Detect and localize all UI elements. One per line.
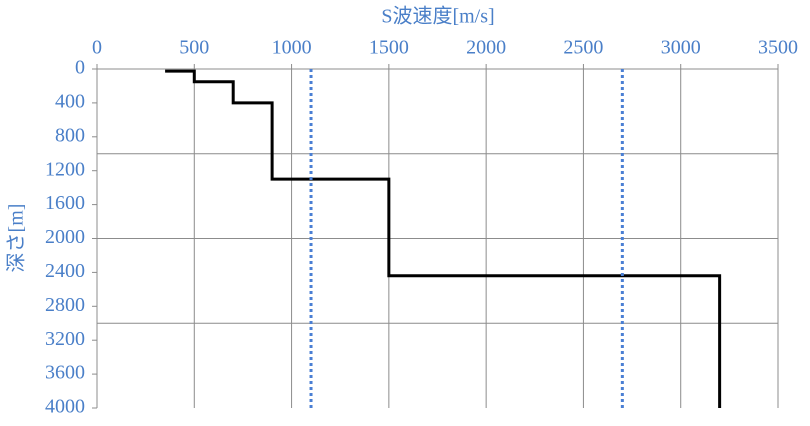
x-tick-label: 2000 [466, 37, 506, 59]
y-tick-label: 4000 [45, 396, 85, 418]
y-tick-label: 1600 [45, 192, 85, 214]
y-tick-label: 800 [55, 124, 85, 146]
y-tick-label: 2400 [45, 260, 85, 282]
y-tick-label: 0 [75, 57, 85, 79]
x-axis-title: S波速度[m/s] [381, 5, 494, 28]
y-tick-label: 2800 [45, 294, 85, 316]
series-line [165, 69, 722, 408]
x-tick-label: 1000 [272, 37, 312, 59]
x-tick-label: 2500 [563, 37, 603, 59]
y-axis-title: 深さ[m] [5, 204, 28, 273]
x-tick-label: 0 [92, 37, 102, 59]
y-tick-label: 1200 [45, 158, 85, 180]
y-tick-label: 2000 [45, 226, 85, 248]
y-tick-label: 3200 [45, 328, 85, 350]
x-tick-label: 3000 [661, 37, 701, 59]
y-tick-label: 400 [55, 90, 85, 112]
x-tick-label: 3500 [758, 37, 798, 59]
y-tick-label: 3600 [45, 362, 85, 384]
x-tick-label: 1500 [369, 37, 409, 59]
x-tick-label: 500 [179, 37, 209, 59]
